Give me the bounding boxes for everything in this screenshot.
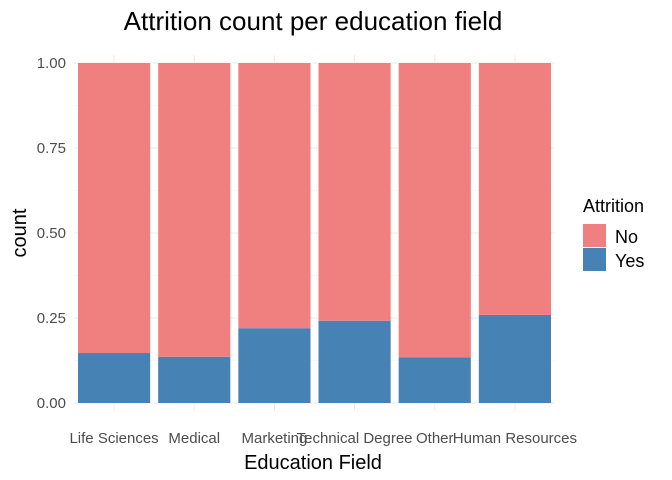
bar-no-other bbox=[398, 63, 471, 358]
legend-title: Attrition bbox=[583, 196, 644, 216]
legend-swatch-yes bbox=[583, 248, 606, 271]
x-tick-label: Other bbox=[416, 430, 454, 447]
bar-no-marketing bbox=[238, 63, 311, 329]
y-tick-label: 0.75 bbox=[37, 140, 66, 157]
bar-yes-life-sciences bbox=[78, 353, 151, 403]
y-axis-title: count bbox=[9, 208, 31, 257]
x-tick-label: Human Resources bbox=[453, 430, 577, 447]
y-tick-label: 0.25 bbox=[37, 310, 66, 327]
y-tick-label: 0.50 bbox=[37, 225, 66, 242]
legend-swatch-no bbox=[583, 224, 606, 247]
x-tick-label: Technical Degree bbox=[297, 430, 413, 447]
bar-yes-technical-degree bbox=[318, 320, 391, 403]
legend-label-no: No bbox=[615, 227, 638, 247]
x-tick-label: Medical bbox=[168, 430, 220, 447]
bar-yes-medical bbox=[158, 356, 231, 403]
bar-yes-other bbox=[398, 357, 471, 403]
y-tick-label: 0.00 bbox=[37, 395, 66, 412]
x-tick-label: Life Sciences bbox=[69, 430, 158, 447]
bar-no-technical-degree bbox=[318, 63, 391, 321]
legend-label-yes: Yes bbox=[615, 251, 644, 271]
bar-no-life-sciences bbox=[78, 63, 151, 354]
x-tick-label: Marketing bbox=[241, 430, 307, 447]
bars bbox=[78, 63, 551, 403]
y-tick-label: 1.00 bbox=[37, 55, 66, 72]
bar-yes-marketing bbox=[238, 328, 311, 403]
bar-no-medical bbox=[158, 63, 231, 357]
chart-title: Attrition count per education field bbox=[124, 6, 503, 36]
legend: Attrition No Yes bbox=[583, 196, 644, 271]
axis-ticks: 0.00 0.25 0.50 0.75 1.00 Life Sciences Medical… bbox=[37, 55, 577, 447]
bar-yes-human-resources bbox=[478, 314, 551, 403]
x-axis-title: Education Field bbox=[244, 452, 382, 474]
bar-no-human-resources bbox=[478, 63, 551, 315]
